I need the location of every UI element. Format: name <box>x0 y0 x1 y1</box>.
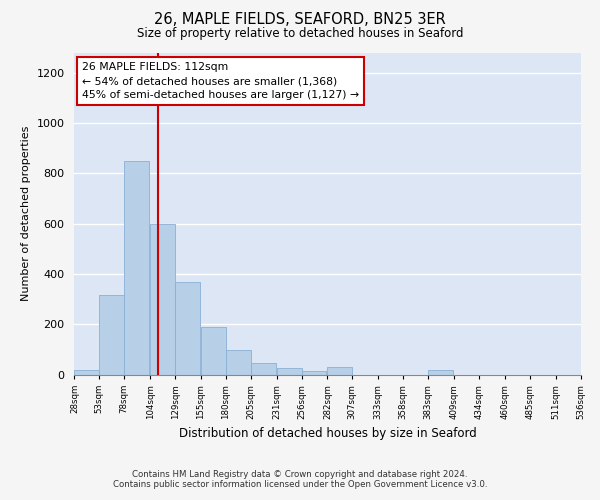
Bar <box>175 282 200 375</box>
X-axis label: Distribution of detached houses by size in Seaford: Distribution of detached houses by size … <box>179 427 476 440</box>
Text: 26, MAPLE FIELDS, SEAFORD, BN25 3ER: 26, MAPLE FIELDS, SEAFORD, BN25 3ER <box>154 12 446 28</box>
Bar <box>74 370 100 375</box>
Bar <box>428 370 453 375</box>
Bar <box>277 368 302 375</box>
Bar <box>124 161 149 375</box>
Text: 26 MAPLE FIELDS: 112sqm
← 54% of detached houses are smaller (1,368)
45% of semi: 26 MAPLE FIELDS: 112sqm ← 54% of detache… <box>82 62 359 100</box>
Bar <box>328 367 352 375</box>
Text: Contains HM Land Registry data © Crown copyright and database right 2024.
Contai: Contains HM Land Registry data © Crown c… <box>113 470 487 489</box>
Bar <box>226 350 251 375</box>
Bar <box>100 296 124 375</box>
Y-axis label: Number of detached properties: Number of detached properties <box>21 126 31 302</box>
Text: Size of property relative to detached houses in Seaford: Size of property relative to detached ho… <box>137 28 463 40</box>
Bar <box>150 224 175 375</box>
Bar <box>201 327 226 375</box>
Bar <box>302 371 326 375</box>
Bar <box>251 364 275 375</box>
